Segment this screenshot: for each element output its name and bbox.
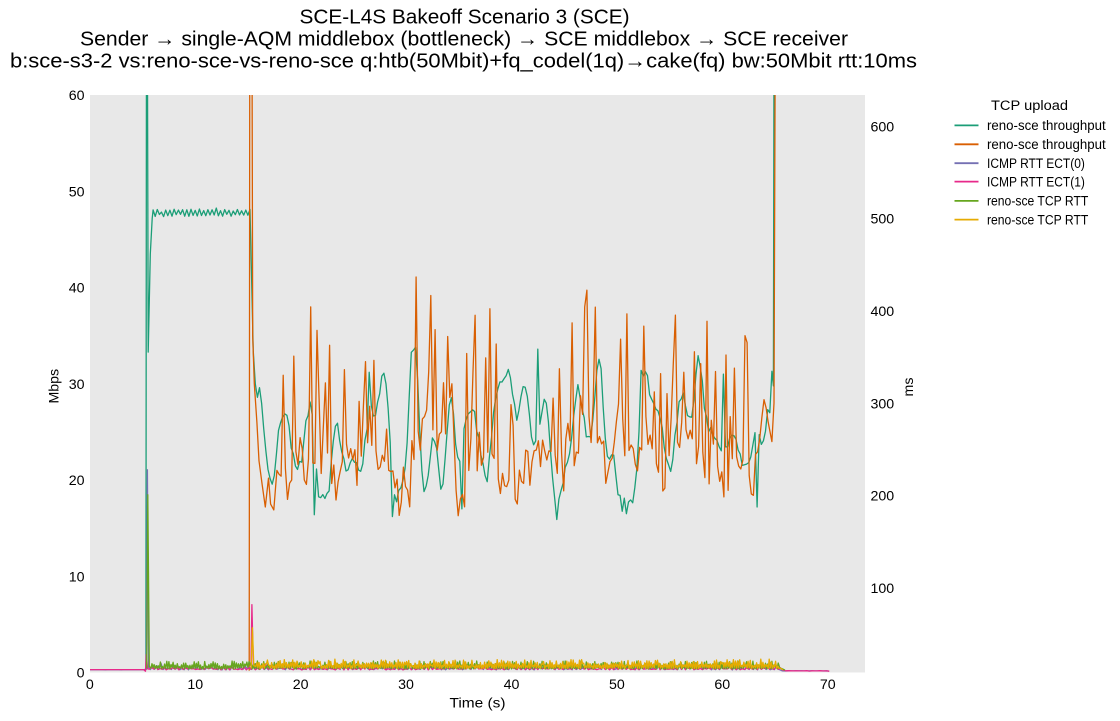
svg-text:0: 0 [77,666,85,682]
svg-text:30: 30 [69,377,85,393]
svg-text:400: 400 [871,304,895,320]
svg-text:Time (s): Time (s) [450,696,506,712]
svg-text:reno-sce throughput: reno-sce throughput [987,118,1106,133]
svg-text:20: 20 [293,677,309,693]
svg-text:10: 10 [69,569,85,585]
svg-text:70: 70 [820,677,836,693]
svg-text:60: 60 [714,677,730,693]
svg-text:reno-sce TCP RTT: reno-sce TCP RTT [987,194,1088,209]
svg-text:0: 0 [86,677,94,693]
svg-text:300: 300 [871,396,895,412]
svg-text:50: 50 [609,677,625,693]
svg-text:SCE-L4S Bakeoff Scenario 3 (SC: SCE-L4S Bakeoff Scenario 3 (SCE) [300,7,630,29]
svg-text:20: 20 [69,473,85,489]
svg-text:ms: ms [901,378,917,397]
svg-text:TCP upload: TCP upload [991,98,1068,113]
svg-text:40: 40 [504,677,520,693]
svg-text:30: 30 [398,677,414,693]
svg-text:40: 40 [69,281,85,297]
svg-text:100: 100 [871,581,895,597]
svg-text:10: 10 [187,677,203,693]
svg-text:200: 200 [871,489,895,505]
svg-text:Mbps: Mbps [47,369,63,404]
svg-text:600: 600 [871,119,895,135]
svg-text:reno-sce TCP RTT: reno-sce TCP RTT [987,212,1088,227]
svg-text:ICMP RTT ECT(1): ICMP RTT ECT(1) [987,174,1085,189]
svg-text:ICMP RTT ECT(0): ICMP RTT ECT(0) [987,156,1085,171]
svg-text:reno-sce throughput: reno-sce throughput [987,137,1106,152]
svg-text:500: 500 [871,212,895,228]
svg-text:60: 60 [69,88,85,104]
svg-text:50: 50 [69,184,85,200]
svg-text:Sender → single-AQM middlebox: Sender → single-AQM middlebox (bottlenec… [80,29,848,51]
svg-text:b:sce-s3-2 vs:reno-sce-vs-reno: b:sce-s3-2 vs:reno-sce-vs-reno-sce q:htb… [10,51,917,73]
